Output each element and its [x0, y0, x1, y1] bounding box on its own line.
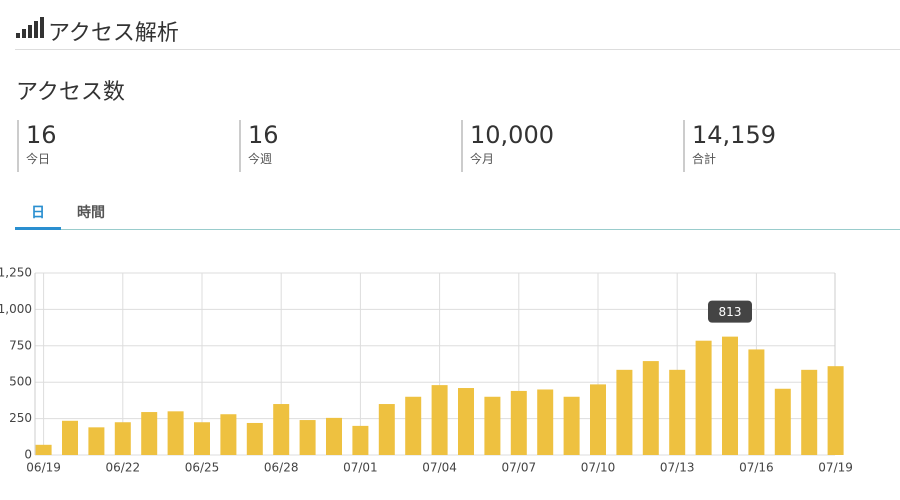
bar — [220, 414, 237, 455]
x-tick-label: 07/07 — [502, 461, 537, 475]
stat: 16 今日 — [17, 120, 57, 172]
page-title: アクセス解析 — [48, 21, 179, 46]
bar — [114, 422, 131, 455]
bar — [35, 444, 52, 455]
bar — [326, 417, 342, 455]
tab[interactable]: 時間 — [77, 205, 105, 221]
tab-active[interactable]: 日 — [15, 202, 61, 230]
bar — [510, 390, 527, 455]
stat: 16 今週 — [239, 120, 279, 172]
y-tick-label: 250 — [9, 411, 32, 425]
icon — [16, 17, 44, 38]
x-tick-label: 07/10 — [581, 461, 616, 475]
x-tick-label: 06/25 — [185, 461, 220, 475]
bar — [722, 336, 738, 455]
bar — [378, 404, 395, 455]
tooltip — [708, 300, 752, 323]
bar — [62, 420, 78, 455]
bar — [563, 396, 580, 455]
stat-label: 今週 — [248, 152, 273, 166]
stat-label: 今月 — [470, 152, 495, 166]
x-tick-label: 07/16 — [739, 461, 774, 475]
stat: 10,000 今月 — [461, 120, 554, 172]
bar — [246, 422, 263, 455]
x-tick-label: 07/01 — [343, 461, 378, 475]
stat-label: 合計 — [692, 152, 717, 166]
bar — [642, 361, 659, 455]
y-tick-label: 750 — [9, 338, 32, 352]
y-tick-label: 1,250 — [0, 266, 32, 280]
y-tick-label: 1,000 — [0, 302, 32, 316]
bar — [458, 388, 474, 455]
x-tick-label: 07/19 — [818, 461, 853, 475]
bar — [774, 388, 791, 455]
bar — [167, 411, 184, 455]
bar — [827, 366, 844, 455]
tab-divider — [15, 229, 900, 230]
x-tick-label: 06/19 — [26, 461, 61, 475]
bar — [695, 340, 712, 455]
stat-label: 今日 — [26, 152, 51, 166]
stat-value: 14,159 — [692, 121, 776, 149]
bar — [88, 427, 105, 455]
bar — [299, 420, 316, 455]
x-tick-label: 07/04 — [422, 461, 457, 475]
y-tick-label: 0 — [24, 448, 32, 462]
y-tick-label: 500 — [9, 375, 32, 389]
bar — [405, 396, 422, 455]
stat-value: 16 — [26, 121, 57, 149]
stat: 14,159 合計 — [683, 120, 776, 172]
section-title: アクセス数 — [16, 80, 125, 105]
bar — [669, 369, 686, 455]
bar — [352, 425, 369, 455]
x-tick-label: 06/22 — [106, 461, 141, 475]
x-tick-label: 07/13 — [660, 461, 695, 475]
divider — [15, 49, 900, 50]
bar — [194, 422, 210, 455]
tooltip-label: 813 — [719, 305, 742, 319]
x-tick-label: 06/28 — [264, 461, 299, 475]
stat-value: 16 — [248, 121, 279, 149]
bar — [537, 389, 554, 455]
bar — [431, 385, 448, 455]
bar — [748, 349, 765, 455]
bar — [590, 384, 606, 455]
stat-value: 10,000 — [470, 121, 554, 149]
bar — [141, 412, 158, 455]
bar — [273, 404, 290, 455]
bar — [616, 369, 633, 455]
bar — [484, 396, 501, 455]
bar — [801, 369, 818, 455]
